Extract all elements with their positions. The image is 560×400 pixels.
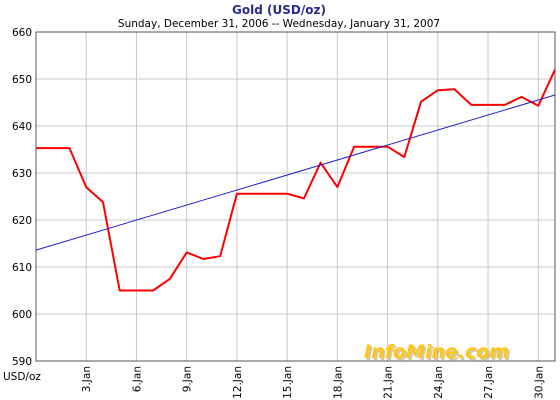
x-tick-label: 15.Jan <box>282 366 294 399</box>
x-tick-label: 27.Jan <box>483 366 495 399</box>
axis-frame <box>35 31 556 362</box>
infomine-logo-text: InfoMine.com <box>364 341 509 363</box>
plot-border <box>35 31 556 362</box>
x-tick-label: 21.Jan <box>383 366 395 399</box>
y-tick-label: 650 <box>12 74 32 86</box>
infomine-logo-shadow: InfoMine.com <box>366 343 511 365</box>
x-tick-label: 12.Jan <box>232 366 244 399</box>
y-axis-unit-label: USD/oz <box>3 371 41 383</box>
y-tick-label: 630 <box>12 168 32 180</box>
y-tick-label: 620 <box>12 215 32 227</box>
x-tick-label: 3.Jan <box>81 366 93 392</box>
chart-title: Gold (USD/oz) <box>232 3 326 17</box>
x-tick-label: 18.Jan <box>332 366 344 399</box>
x-tick-label: 9.Jan <box>182 366 194 392</box>
y-tick-label: 660 <box>12 27 32 39</box>
chart-subtitle: Sunday, December 31, 2006 -- Wednesday, … <box>118 18 440 30</box>
y-tick-label: 640 <box>12 121 32 133</box>
y-tick-label: 610 <box>12 262 32 274</box>
gold-price-line <box>36 69 556 292</box>
x-tick-label: 24.Jan <box>433 366 445 399</box>
infomine-logo: InfoMine.com InfoMine.com <box>364 341 511 365</box>
y-tick-label: 590 <box>12 356 32 368</box>
y-tick-label: 600 <box>12 309 32 321</box>
x-tick-labels: 3.Jan 6.Jan 9.Jan 12.Jan 15.Jan 18.Jan 21.Jan 2… <box>81 366 545 399</box>
x-tick-label: 6.Jan <box>131 366 143 392</box>
x-tick-label: 30.Jan <box>533 366 545 399</box>
y-tick-labels: 590 600 610 620 630 640 650 660 <box>12 27 32 368</box>
trend-line <box>35 94 556 251</box>
series-layer <box>35 69 556 292</box>
